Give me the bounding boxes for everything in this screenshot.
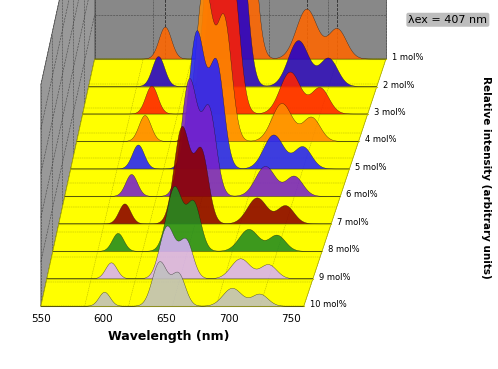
Text: 650: 650: [156, 314, 176, 324]
Text: 5 mol%: 5 mol%: [356, 163, 387, 172]
Text: λex = 407 nm: λex = 407 nm: [408, 15, 488, 25]
Text: 2 mol%: 2 mol%: [383, 80, 414, 90]
Text: 9 mol%: 9 mol%: [319, 273, 351, 282]
Polygon shape: [95, 0, 386, 59]
Text: 550: 550: [31, 314, 51, 324]
Polygon shape: [41, 0, 95, 306]
Text: 4 mol%: 4 mol%: [365, 135, 396, 145]
Polygon shape: [65, 79, 340, 196]
Text: 700: 700: [219, 314, 239, 324]
Polygon shape: [41, 262, 304, 306]
Polygon shape: [41, 59, 386, 306]
Polygon shape: [53, 186, 322, 251]
Text: Relative intensity (arbitrary units): Relative intensity (arbitrary units): [481, 76, 491, 279]
Polygon shape: [47, 226, 313, 279]
Text: 750: 750: [281, 314, 301, 324]
Text: 6 mol%: 6 mol%: [346, 190, 378, 199]
Text: 3 mol%: 3 mol%: [374, 108, 405, 117]
Text: 1 mol%: 1 mol%: [392, 53, 423, 62]
Polygon shape: [89, 0, 377, 86]
Polygon shape: [59, 126, 331, 224]
Polygon shape: [95, 0, 386, 59]
Polygon shape: [83, 0, 368, 114]
Polygon shape: [77, 0, 359, 141]
Text: Wavelength (nm): Wavelength (nm): [108, 330, 229, 342]
Text: 7 mol%: 7 mol%: [337, 218, 369, 227]
Text: 8 mol%: 8 mol%: [328, 245, 360, 254]
Text: 10 mol%: 10 mol%: [310, 300, 347, 309]
Text: 600: 600: [94, 314, 113, 324]
Polygon shape: [71, 31, 350, 169]
